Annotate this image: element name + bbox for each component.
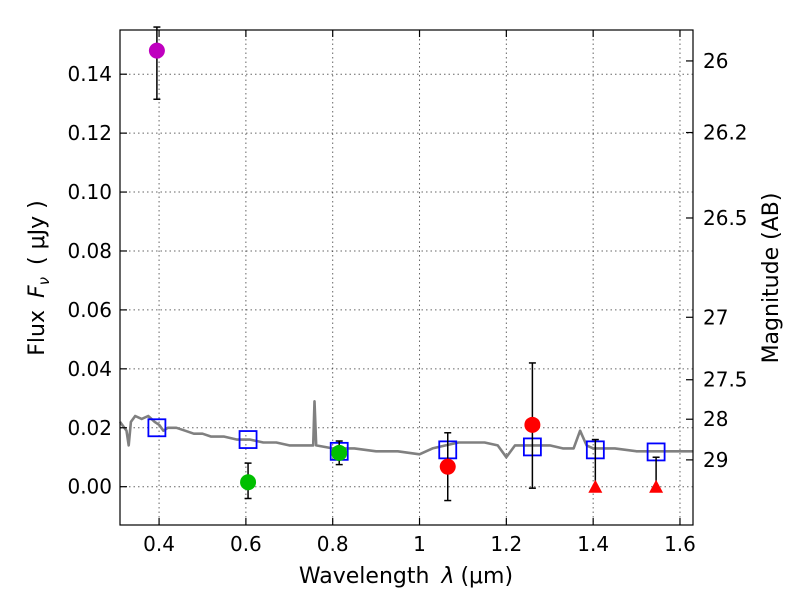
y-tick-label: 0.12 bbox=[67, 121, 112, 145]
x-tick-label: 0.6 bbox=[230, 532, 262, 556]
x-axis-title: Wavelength λ (μm) bbox=[299, 564, 513, 589]
y-tick-label: 0.04 bbox=[67, 357, 112, 381]
y-tick-label: 0.14 bbox=[67, 62, 112, 86]
y2-axis-title: Magnitude (AB) bbox=[759, 193, 784, 364]
observed-point bbox=[524, 416, 541, 433]
x-tick-label: 1.6 bbox=[664, 532, 696, 556]
y-tick-label: 0.08 bbox=[67, 239, 112, 263]
x-tick-label: 1.2 bbox=[490, 532, 522, 556]
x-tick-label: 0.4 bbox=[143, 532, 175, 556]
x-tick-label: 0.8 bbox=[317, 532, 349, 556]
model-sed bbox=[118, 399, 693, 459]
y2-tick-label: 26 bbox=[703, 49, 728, 73]
y2-tick-label: 26.5 bbox=[703, 206, 748, 230]
observed-point bbox=[148, 42, 165, 59]
y2-tick-label: 27.5 bbox=[703, 368, 748, 392]
y-axis-title: FluxFν( μJy ) bbox=[25, 200, 53, 355]
x-tick-label: 1.4 bbox=[577, 532, 609, 556]
y-tick-label: 0.10 bbox=[67, 180, 112, 204]
plot-frame bbox=[119, 29, 694, 526]
observed-photometry bbox=[148, 26, 664, 502]
observed-point bbox=[439, 458, 456, 475]
y2-tick-label: 27 bbox=[703, 305, 728, 329]
upper-limit-marker bbox=[649, 479, 664, 493]
grid-lines bbox=[120, 30, 693, 525]
x-tick-label: 1 bbox=[413, 532, 426, 556]
y-tick-label: 0.02 bbox=[67, 416, 112, 440]
upper-limit-marker bbox=[588, 479, 603, 493]
observed-point bbox=[331, 444, 348, 461]
y2-tick-label: 29 bbox=[703, 448, 728, 472]
y-tick-label: 0.00 bbox=[67, 475, 112, 499]
model-square bbox=[147, 418, 167, 438]
y-tick-label: 0.06 bbox=[67, 298, 112, 322]
model-photometry bbox=[147, 418, 666, 462]
y2-tick-label: 26.2 bbox=[703, 121, 748, 145]
y2-tick-label: 28 bbox=[703, 407, 728, 431]
axis-ticks: 0.4 0.6 0.8 1 1.2 1.4 1.6 0.00 0.02 0.04 0.06 0.08 0… bbox=[67, 30, 748, 556]
model-square bbox=[238, 430, 258, 449]
observed-point bbox=[240, 474, 257, 491]
model-sed-line bbox=[118, 399, 693, 459]
